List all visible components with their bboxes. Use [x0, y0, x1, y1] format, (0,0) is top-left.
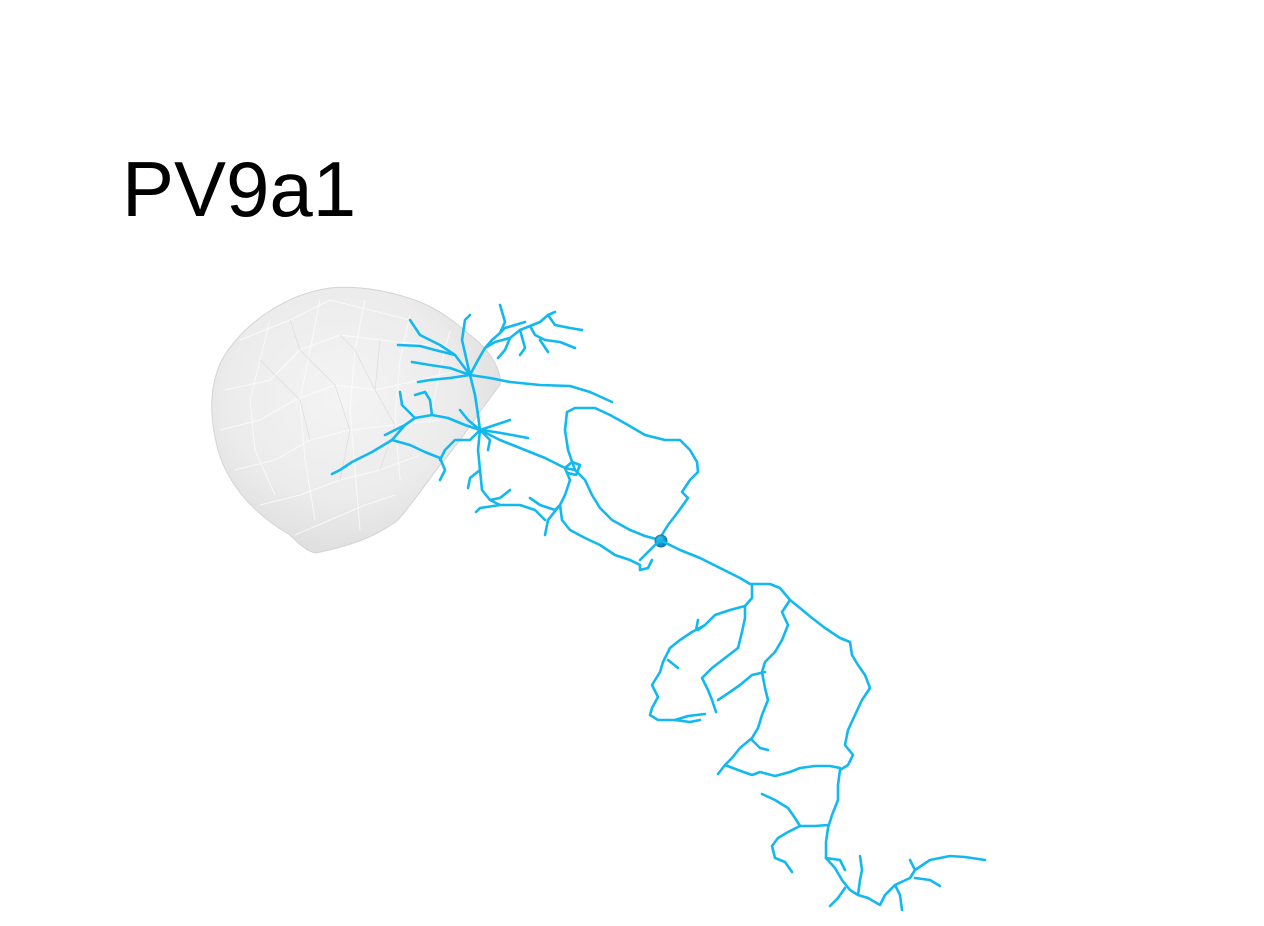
neuron-name-label: PV9a1: [122, 145, 357, 233]
neuron-skeleton: [330, 303, 987, 912]
neuropil-mesh: [211, 286, 501, 554]
